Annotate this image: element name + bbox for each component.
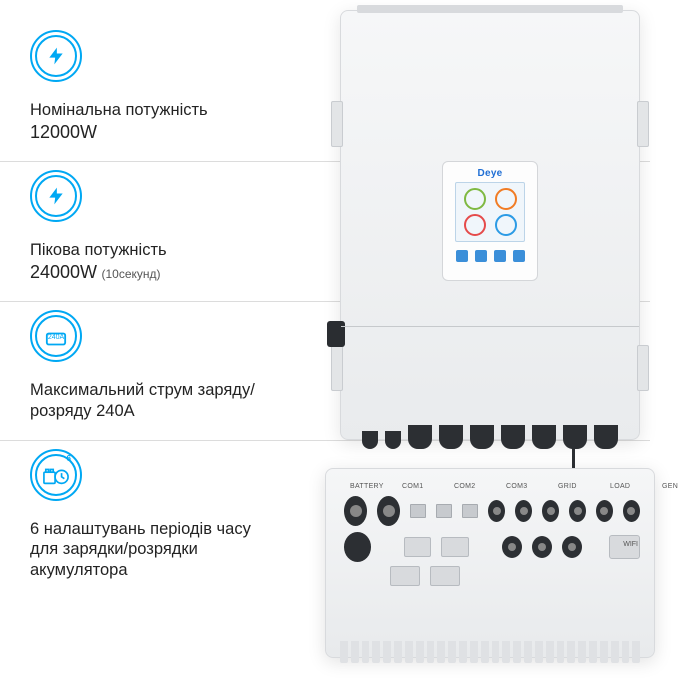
ac-port [562,536,582,558]
spec-title: Пікова потужність [30,240,270,261]
top-mount-bar [357,5,623,13]
lcd-screen [455,182,525,242]
spec-value: 24000W [30,262,97,282]
battery-clock-icon: 6 [35,454,77,496]
spec-item: 6 6 налаштувань періодів часу для зарядк… [30,449,270,591]
spec-icon-ring [30,170,82,222]
gland [439,425,463,449]
lcd-panel: Deye [442,161,538,281]
port-label: GEN [662,483,698,490]
ac-port [488,500,505,522]
spec-value: 12000W [30,121,270,144]
gland [563,425,587,449]
ac-port [623,500,640,522]
spec-title: Максимальний струм заряду/розряду 240A [30,380,270,421]
gland [470,425,494,449]
status-ring [495,188,517,210]
ac-port [532,536,552,558]
spec-icon-ring: 240A [30,310,82,362]
com-port [462,504,478,518]
battery-count: 6 [67,454,71,463]
spec-note: (10секунд) [102,267,161,281]
battery-port [344,496,367,526]
port-labels: BATTERY COM1 COM2 COM3 GRID LOAD GEN [340,483,640,490]
spec-item: 240A Максимальний струм заряду/розряду 2… [30,310,270,431]
com-port [436,504,452,518]
brand-logo: Deye [477,168,502,179]
enclosure-seam [341,326,639,327]
dc-switch-knob [327,321,345,347]
status-ring [464,188,486,210]
gland [385,431,401,449]
port-label: GRID [558,483,594,490]
inverter-bottom-view: BATTERY COM1 COM2 COM3 GRID LOAD GEN [325,468,655,658]
cable-glands [351,425,629,449]
meter-icon: 240A [35,315,77,357]
port-row-2 [340,532,640,562]
lcd-buttons [456,250,525,262]
lcd-button [513,250,525,262]
com-port [410,504,426,518]
inverter-front-view: Deye [340,10,640,440]
port-row-3 [340,566,640,586]
spec-title: Номінальна потужність [30,100,270,121]
product-spec-infographic: Номінальна потужність 12000W Пікова поту… [0,0,700,700]
port-label: COM3 [506,483,542,490]
gland [532,425,556,449]
status-ring [495,214,517,236]
port-label: COM2 [454,483,490,490]
wifi-label: WIFI [623,541,638,548]
lcd-button [494,250,506,262]
gland [594,425,618,449]
product-images: Deye [280,0,700,700]
handle [331,101,343,147]
gland [362,431,378,449]
ac-port [569,500,586,522]
gland [408,425,432,449]
spec-icon-ring [30,30,82,82]
spec-list: Номінальна потужність 12000W Пікова поту… [0,0,280,700]
pv-terminal [430,566,460,586]
rotary-switch [344,532,371,562]
meter-value: 240A [48,334,64,341]
spec-icon-ring: 6 [30,449,82,501]
ac-port [502,536,522,558]
spec-item: Номінальна потужність 12000W [30,30,270,153]
lcd-button [456,250,468,262]
pv-terminal [441,537,468,557]
bolt-icon [35,175,77,217]
spec-item: Пікова потужність 24000W (10секунд) [30,170,270,293]
pv-terminal [404,537,431,557]
spec-title: 6 налаштувань періодів часу для зарядки/… [30,519,270,581]
ac-port [515,500,532,522]
handle [637,345,649,391]
port-label: LOAD [610,483,646,490]
handle [637,101,649,147]
port-label: COM1 [402,483,438,490]
battery-port [377,496,400,526]
pv-terminal [390,566,420,586]
heatsink-fins [340,641,640,663]
handle [331,345,343,391]
gland [501,425,525,449]
ac-port [542,500,559,522]
status-ring [464,214,486,236]
bolt-icon [35,35,77,77]
ac-port [596,500,613,522]
lcd-button [475,250,487,262]
port-row [340,496,640,526]
port-label: BATTERY [350,483,386,490]
